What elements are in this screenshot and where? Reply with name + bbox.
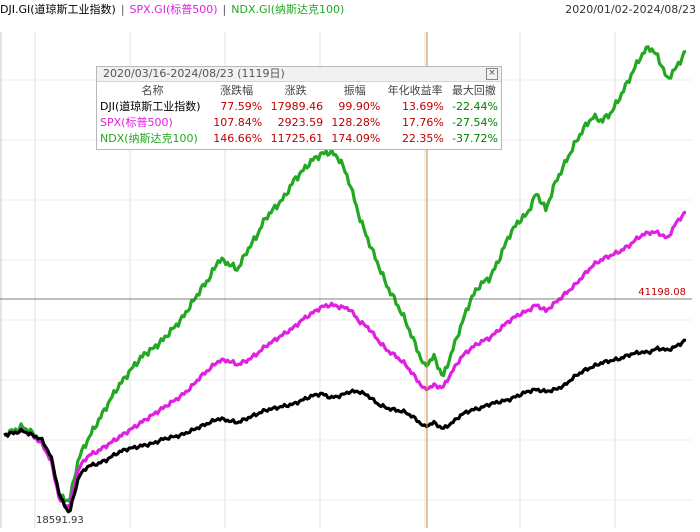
date-range-label: 2020/01/02-2024/08/23 bbox=[565, 3, 696, 16]
stats-column-header: 年化收益率 bbox=[387, 84, 443, 97]
legend-separator: | bbox=[120, 3, 125, 16]
stats-cell-annualized: 17.76% bbox=[401, 115, 444, 129]
stats-column-header: 名称 bbox=[141, 84, 164, 97]
stats-header-row: 名称 涨跌幅 涨跌 振幅 年化收益率 最大回撤 bbox=[97, 82, 501, 98]
stats-cell-change: 11725.61 bbox=[270, 131, 324, 145]
stats-row: SPX(标普500) 107.84% 2923.59 128.28% 17.76% -27… bbox=[97, 114, 501, 130]
stats-column-header: 振幅 bbox=[343, 84, 366, 97]
stats-cell-max-drawdown: -22.44% bbox=[452, 99, 498, 113]
stats-cell-annualized: 22.35% bbox=[401, 131, 444, 145]
legend-item[interactable]: NDX.GI(纳斯达克100) bbox=[231, 3, 345, 16]
series-line[interactable] bbox=[3, 210, 687, 509]
stats-column-header: 涨跌幅 bbox=[220, 84, 254, 97]
stats-cell-amplitude: 128.28% bbox=[331, 115, 381, 129]
stats-cell-change: 17989.46 bbox=[270, 99, 324, 113]
stats-table: 名称 涨跌幅 涨跌 振幅 年化收益率 最大回撤 DJI(道琼斯工业指数) 77.59% 179… bbox=[97, 82, 501, 146]
stats-cell-annualized: 13.69% bbox=[401, 99, 444, 113]
legend-separator: | bbox=[222, 3, 227, 16]
stats-panel[interactable]: 2020/03/16-2024/08/23 (1119日) × 名称 涨跌幅 涨跌 振… bbox=[96, 66, 502, 150]
stats-panel-title-bar: 2020/03/16-2024/08/23 (1119日) × bbox=[97, 67, 501, 82]
stats-column-header: 涨跌 bbox=[284, 84, 307, 97]
legend-item[interactable]: DJI.GI(道琼斯工业指数) bbox=[0, 3, 116, 16]
series-line[interactable] bbox=[3, 338, 687, 514]
stats-cell-max-drawdown: -37.72% bbox=[452, 131, 498, 145]
stats-row: NDX(纳斯达克100) 146.66% 11725.61 174.09% 22.35%… bbox=[97, 130, 501, 146]
close-icon[interactable]: × bbox=[486, 68, 498, 80]
stats-column-header: 最大回撤 bbox=[451, 84, 496, 97]
stats-cell-amplitude: 99.90% bbox=[338, 99, 381, 113]
stats-cell-name: NDX(纳斯达克100) bbox=[100, 132, 198, 145]
stats-cell-change-pct: 146.66% bbox=[213, 131, 263, 145]
stats-cell-change-pct: 77.59% bbox=[220, 99, 263, 113]
stats-cell-name: SPX(标普500) bbox=[100, 116, 173, 129]
legend-bar: DJI.GI(道琼斯工业指数) | SPX.GI(标普500) | NDX.GI(纳斯达… bbox=[0, 0, 700, 20]
crosshair-value-label: 41198.08 bbox=[638, 287, 686, 298]
stats-cell-max-drawdown: -27.54% bbox=[452, 115, 498, 129]
stats-row: DJI(道琼斯工业指数) 77.59% 17989.46 99.90% 13.69% -2… bbox=[97, 98, 501, 114]
stats-cell-name: DJI(道琼斯工业指数) bbox=[100, 100, 201, 113]
series-line[interactable] bbox=[3, 45, 687, 503]
low-value-label: 18591.93 bbox=[36, 515, 84, 526]
stats-cell-amplitude: 174.09% bbox=[331, 131, 381, 145]
stats-period-label: 2020/03/16-2024/08/23 (1119日) bbox=[103, 67, 285, 80]
stats-cell-change-pct: 107.84% bbox=[213, 115, 263, 129]
legend-item[interactable]: SPX.GI(标普500) bbox=[129, 3, 218, 16]
stats-cell-change: 2923.59 bbox=[277, 115, 324, 129]
